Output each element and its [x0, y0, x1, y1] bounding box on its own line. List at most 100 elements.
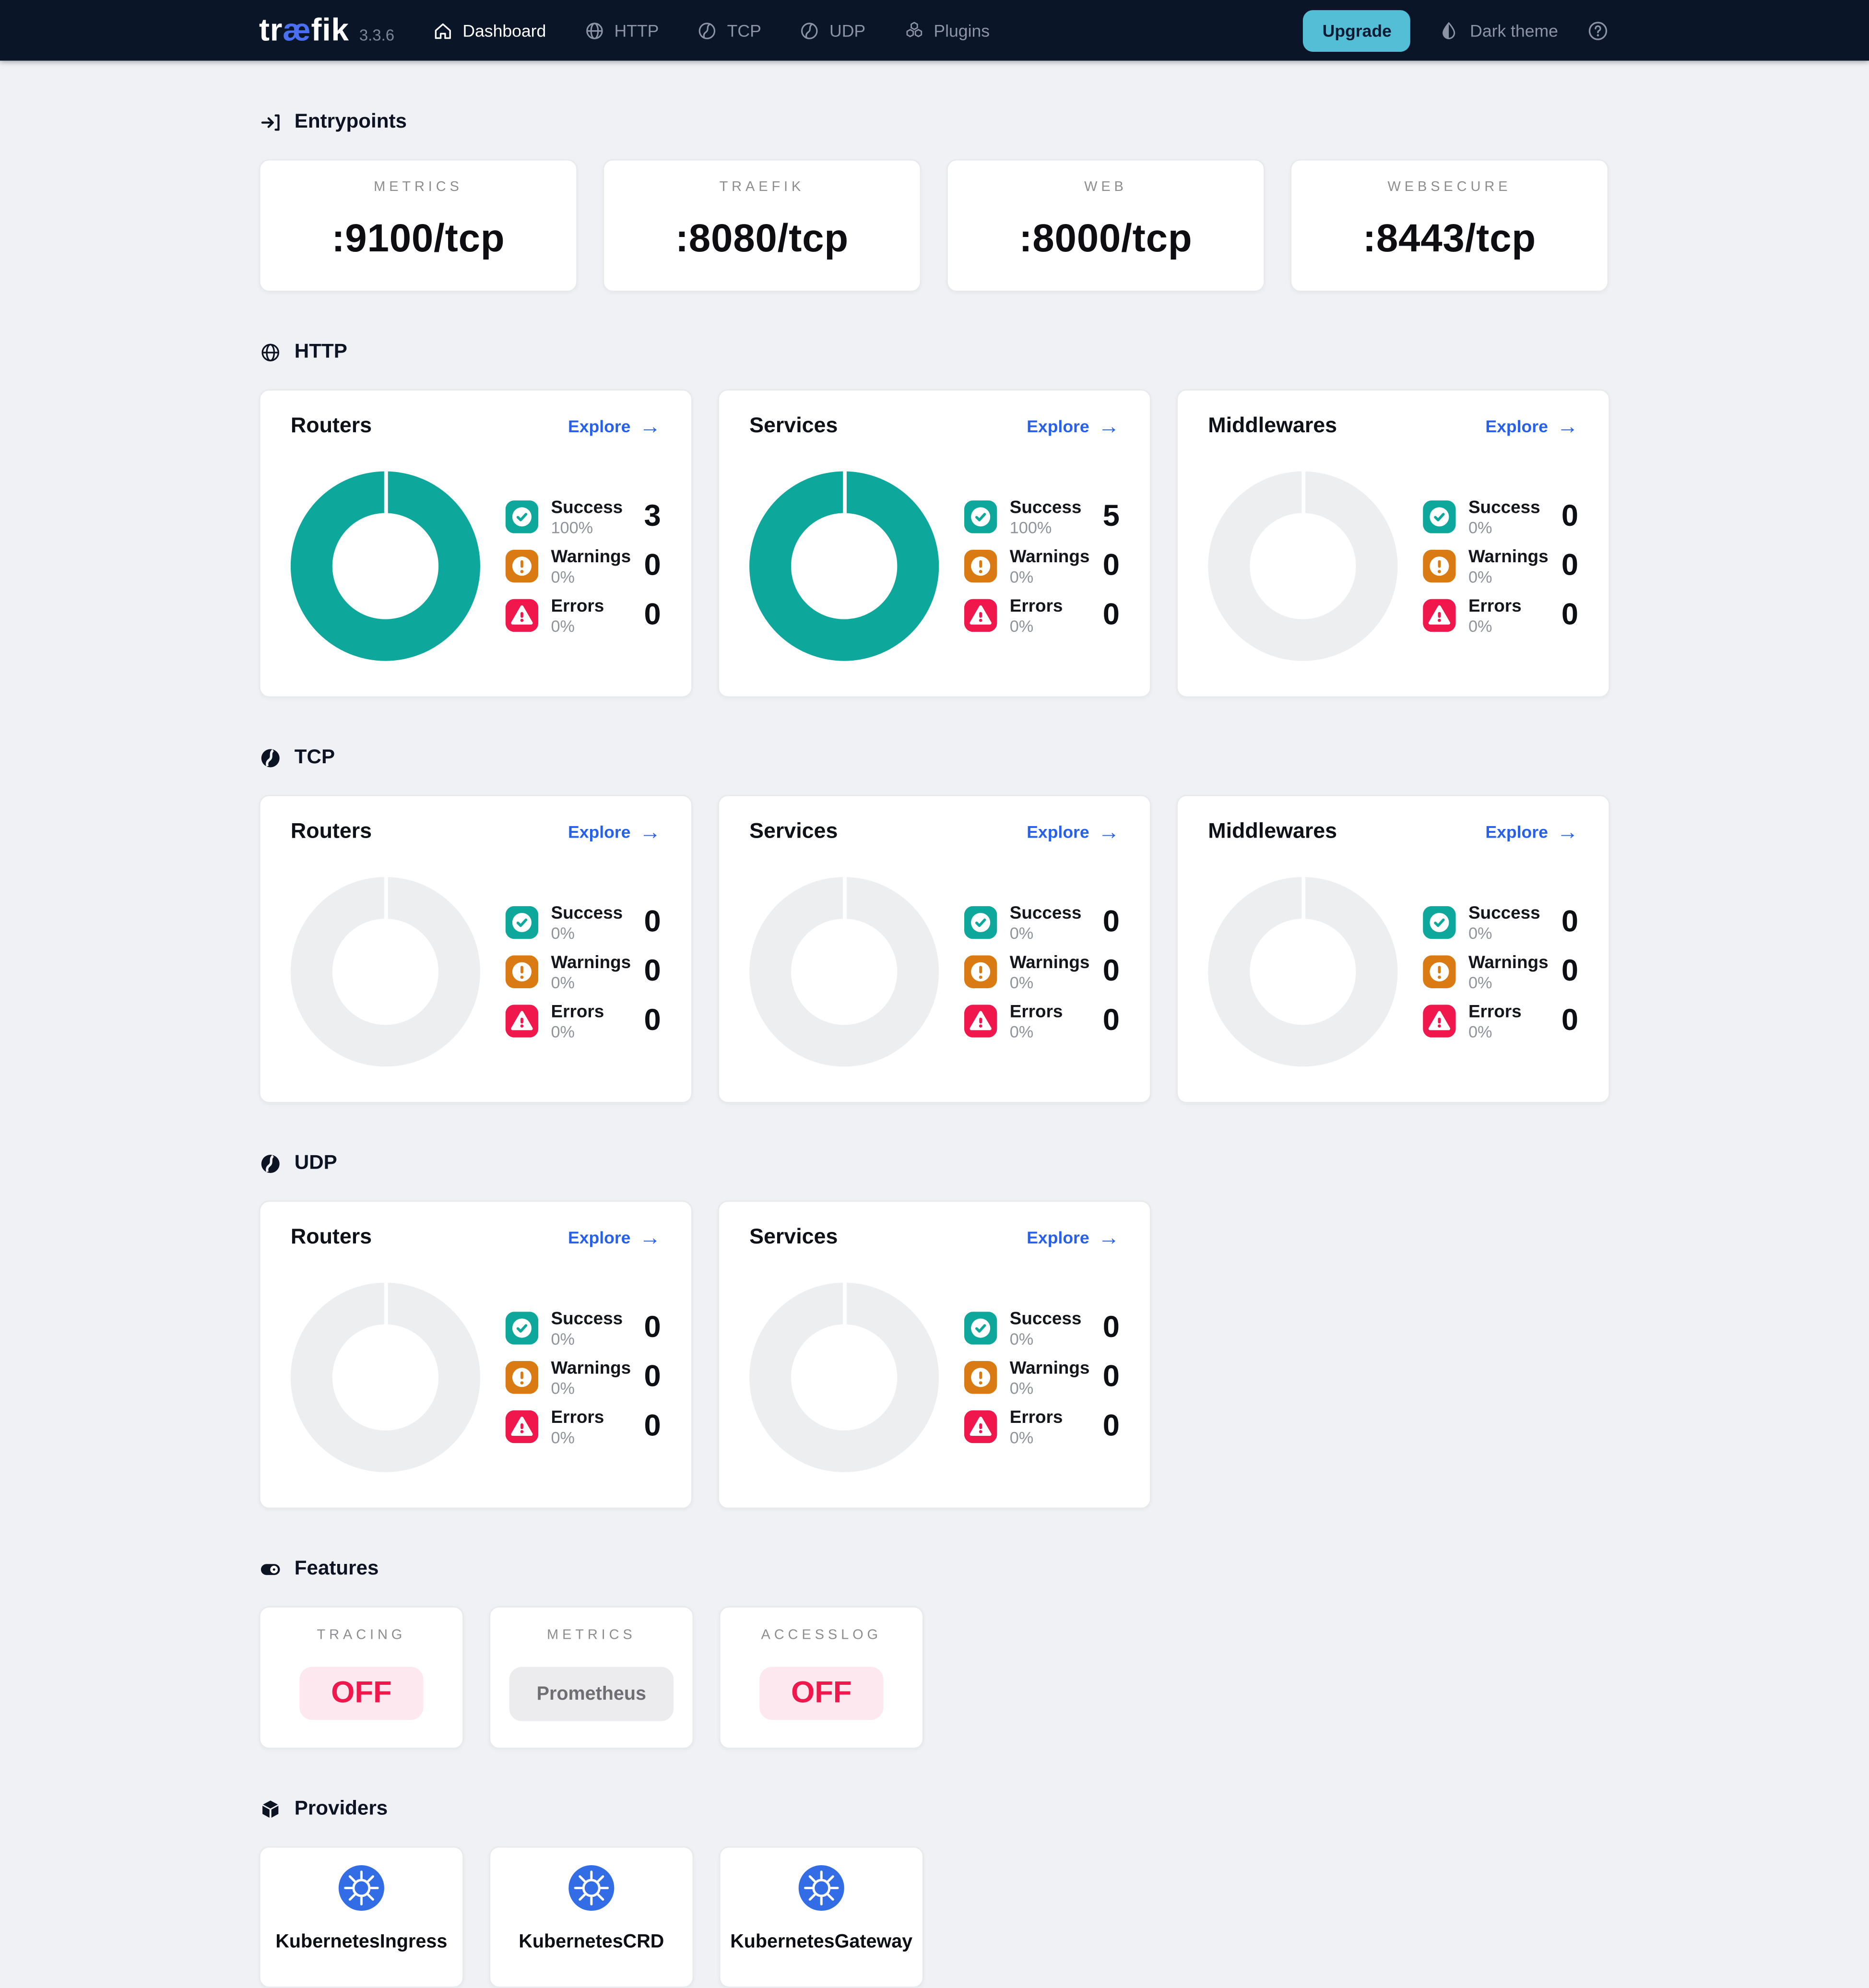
kubernetes-icon	[797, 1864, 845, 1912]
stat-row-warnings: Warnings 0% 0	[964, 546, 1120, 588]
success-icon	[964, 907, 997, 939]
card-http-services: Services Explore → Success 100% 5	[718, 389, 1151, 698]
error-icon	[1423, 600, 1455, 632]
explore-link[interactable]: Explore →	[1027, 415, 1120, 437]
upgrade-button[interactable]: Upgrade	[1303, 9, 1411, 51]
status-donut-chart	[1208, 877, 1398, 1067]
section-title: Providers	[294, 1798, 388, 1820]
card-tcp-services: Services Explore → Success 0% 0	[718, 794, 1151, 1103]
feature-status-badge: OFF	[759, 1667, 884, 1720]
explore-link[interactable]: Explore →	[1027, 821, 1120, 842]
arrow-right-icon: →	[639, 1225, 661, 1249]
status-donut-chart	[749, 471, 939, 661]
error-icon	[506, 1005, 538, 1038]
stat-percent: 0%	[1468, 518, 1492, 537]
stat-label: Warnings	[551, 951, 631, 972]
stat-percent: 0%	[1009, 567, 1034, 587]
nav-item-dashboard[interactable]: Dashboard	[432, 20, 546, 41]
entrypoint-name: TRAEFIK	[719, 179, 805, 195]
section-entrypoints: Entrypoints METRICS :9100/tcp TRAEFIK :8…	[259, 111, 1610, 292]
explore-label: Explore	[1027, 1228, 1089, 1247]
pipe-icon	[259, 747, 282, 769]
arrow-right-icon: →	[1098, 819, 1120, 844]
stat-label: Errors	[1009, 1406, 1063, 1427]
stat-label: Success	[1468, 497, 1540, 517]
stat-value: 0	[1561, 954, 1579, 989]
explore-label: Explore	[1485, 822, 1548, 841]
stat-percent: 0%	[1468, 1022, 1492, 1041]
card-title: Middlewares	[1208, 413, 1337, 438]
nav-item-http[interactable]: HTTP	[584, 20, 659, 41]
stat-label: Errors	[1468, 595, 1522, 615]
nav-item-plugins[interactable]: Plugins	[903, 20, 990, 41]
stat-row-errors: Errors 0% 0	[964, 595, 1120, 637]
stat-value: 0	[644, 1004, 661, 1038]
provider-card-kubernetes-gateway: KubernetesGateway	[719, 1846, 924, 1988]
feature-card-tracing: TRACING OFF	[259, 1606, 464, 1749]
stat-value: 0	[1102, 549, 1120, 583]
card-title: Services	[749, 818, 838, 843]
section-features: Features TRACING OFF METRICS Prometheus …	[259, 1558, 1610, 1749]
stat-row-warnings: Warnings 0% 0	[964, 1357, 1120, 1399]
stat-row-success: Success 0% 0	[964, 1308, 1120, 1349]
status-donut-chart	[749, 1282, 939, 1472]
stat-percent: 0%	[1009, 973, 1034, 992]
explore-link[interactable]: Explore →	[1485, 415, 1578, 437]
card-title: Middlewares	[1208, 818, 1337, 843]
stat-label: Success	[1468, 902, 1540, 923]
entrypoint-card-traefik: TRAEFIK :8080/tcp	[603, 159, 922, 292]
explore-link[interactable]: Explore →	[568, 821, 661, 842]
explore-link[interactable]: Explore →	[1485, 821, 1578, 842]
stat-label: Errors	[1009, 595, 1063, 615]
stat-row-success: Success 0% 0	[1423, 497, 1578, 538]
stat-value: 0	[1561, 1004, 1579, 1038]
stat-percent: 0%	[551, 1329, 575, 1349]
app-logo[interactable]: træfik 3.3.6	[259, 14, 394, 46]
dark-theme-toggle[interactable]: Dark theme	[1438, 20, 1558, 41]
feature-status-badge: Prometheus	[509, 1667, 674, 1721]
stat-percent: 0%	[1468, 923, 1492, 943]
provider-name: KubernetesIngress	[275, 1931, 448, 1952]
cubes-icon	[903, 20, 925, 41]
error-icon	[964, 1411, 997, 1444]
explore-link[interactable]: Explore →	[568, 415, 661, 437]
stat-percent: 0%	[551, 1428, 575, 1447]
entrypoint-port: :8000/tcp	[1019, 216, 1193, 260]
stat-label: Success	[551, 1308, 623, 1328]
section-tcp: TCP Routers Explore → Success 0%	[259, 747, 1610, 1103]
card-title: Services	[749, 1224, 838, 1249]
stat-row-success: Success 0% 0	[506, 1308, 661, 1349]
pipe-icon	[697, 20, 718, 41]
nav-label: Plugins	[934, 21, 990, 40]
explore-label: Explore	[568, 1228, 631, 1247]
stat-value: 0	[1102, 1409, 1120, 1444]
logo-text: træfik	[259, 12, 349, 47]
stat-value: 0	[644, 905, 661, 940]
help-icon[interactable]	[1586, 18, 1610, 42]
card-title: Routers	[290, 818, 372, 843]
arrow-right-icon: →	[1557, 414, 1579, 438]
explore-label: Explore	[1027, 822, 1089, 841]
stat-value: 0	[1102, 1311, 1120, 1346]
stat-label: Errors	[551, 1406, 604, 1427]
stat-row-warnings: Warnings 0% 0	[506, 951, 661, 993]
provider-card-kubernetes-ingress: KubernetesIngress	[259, 1846, 464, 1988]
nav-item-tcp[interactable]: TCP	[697, 20, 761, 41]
cube-icon	[259, 1798, 282, 1821]
nav-item-udp[interactable]: UDP	[799, 20, 865, 41]
stat-row-success: Success 0% 0	[506, 902, 661, 944]
stat-value: 0	[1102, 598, 1120, 633]
explore-link[interactable]: Explore →	[568, 1227, 661, 1248]
stat-percent: 0%	[551, 923, 575, 943]
warning-icon	[506, 1361, 538, 1394]
status-donut-chart	[290, 471, 480, 661]
arrow-right-icon: →	[1098, 414, 1120, 438]
explore-label: Explore	[568, 822, 631, 841]
explore-link[interactable]: Explore →	[1027, 1227, 1120, 1248]
warning-icon	[506, 956, 538, 989]
stat-percent: 0%	[551, 616, 575, 636]
entrypoint-card-metrics: METRICS :9100/tcp	[259, 159, 578, 292]
section-udp: UDP Routers Explore → Success 0%	[259, 1152, 1610, 1509]
stat-label: Warnings	[1468, 951, 1549, 972]
version-label: 3.3.6	[359, 26, 395, 44]
